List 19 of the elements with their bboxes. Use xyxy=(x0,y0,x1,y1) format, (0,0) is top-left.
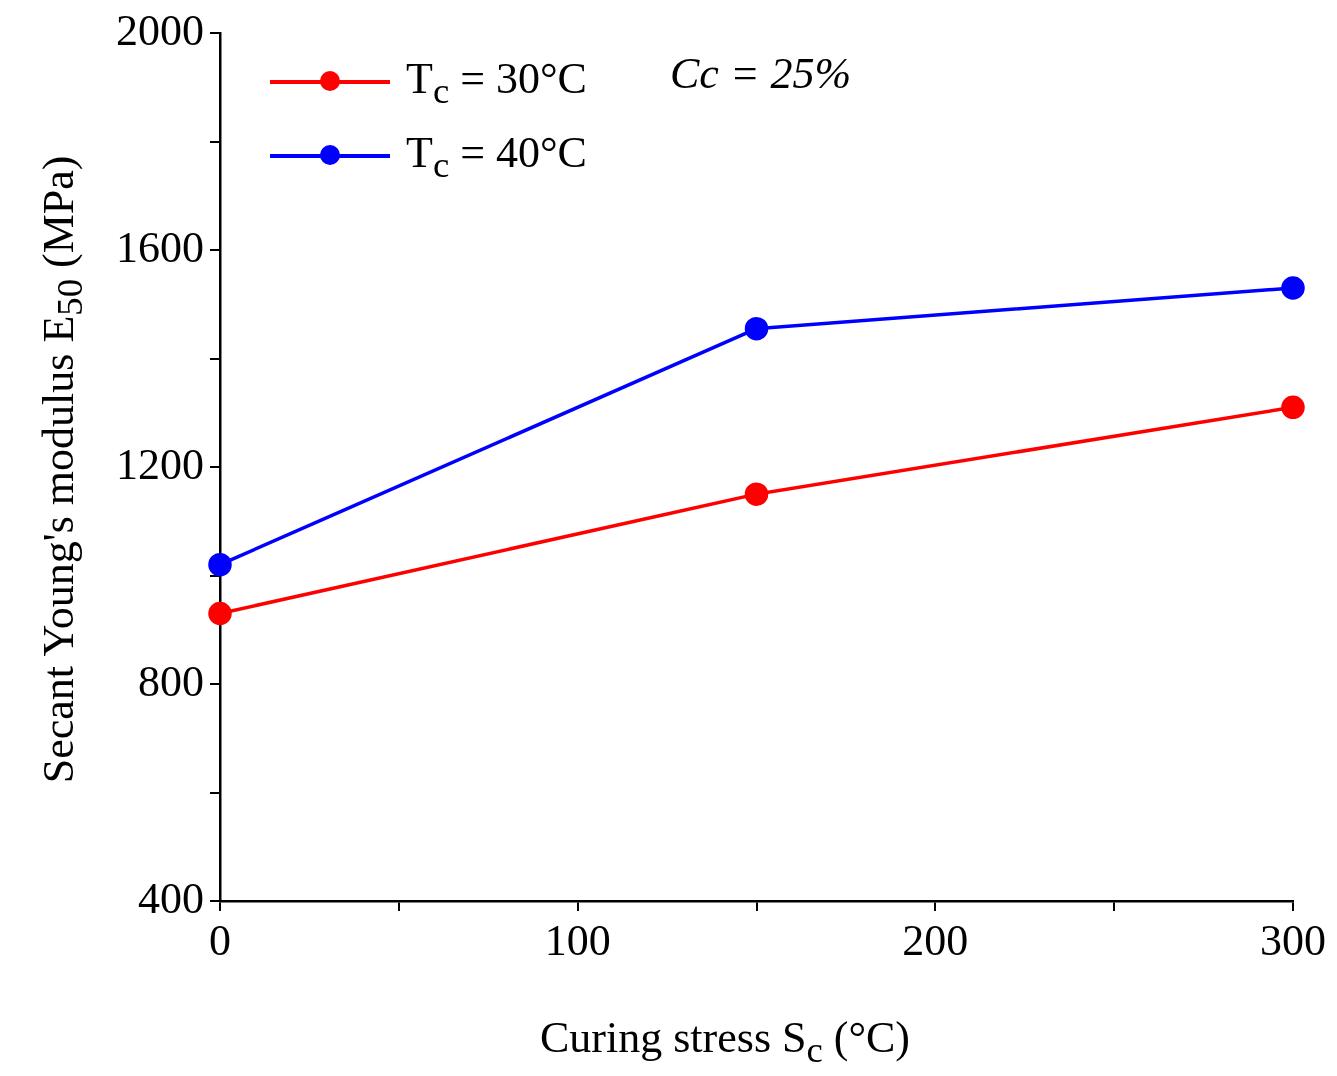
point xyxy=(208,552,232,577)
annotation: Cc = 25% xyxy=(670,49,852,98)
x-tick-label: 300 xyxy=(1260,915,1326,965)
y-tick-label: 800 xyxy=(138,656,204,706)
x-axis-title: Curing stress S$_{c}$ (°C) xyxy=(540,1012,911,1071)
y-tick-label: 1600 xyxy=(116,222,204,272)
point xyxy=(744,482,769,506)
x-tick-label: 200 xyxy=(902,915,969,965)
legend-label: T$_{c}$ = 30°C xyxy=(406,52,587,112)
y-tick-label: 1200 xyxy=(116,439,204,489)
y-tick-label: 2000 xyxy=(116,5,204,55)
point xyxy=(1281,395,1305,420)
x-tick-label: 0 xyxy=(209,915,231,965)
legend-label: T$_{c}$ = 40°C xyxy=(406,126,587,186)
point xyxy=(1281,276,1305,300)
x-tick-label: 100 xyxy=(544,915,611,965)
point xyxy=(744,316,769,341)
point xyxy=(208,601,232,626)
y-tick-label: 400 xyxy=(138,873,204,923)
